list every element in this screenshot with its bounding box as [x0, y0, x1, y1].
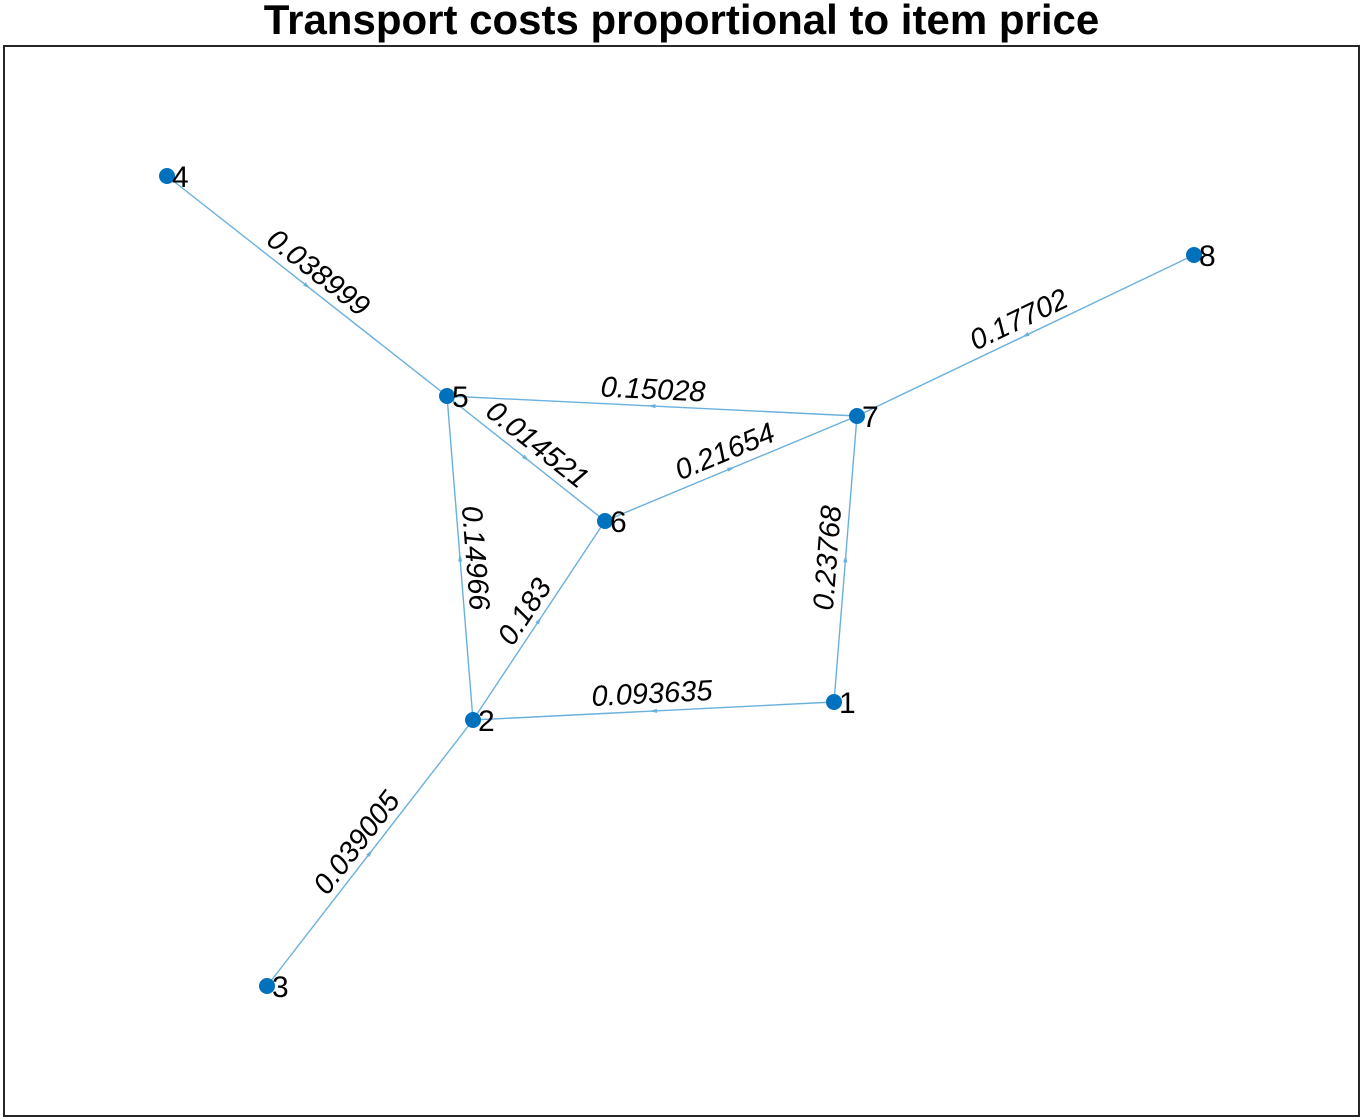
nodes-layer: 1 2 3 4 5 6 7 8	[159, 161, 1216, 1004]
node-2	[465, 712, 481, 728]
edge-weight-label: 0.21654	[670, 417, 779, 487]
node-label: 6	[610, 506, 627, 539]
edge-weight-label: 0.039005	[307, 785, 407, 901]
plot-frame	[3, 45, 1360, 1117]
edge-arrow-2-6	[535, 617, 542, 625]
edges-layer	[166, 175, 1195, 987]
node-5	[439, 388, 455, 404]
node-7	[849, 408, 865, 424]
node-6	[597, 513, 613, 529]
edge-weight-label: 0.15028	[600, 371, 706, 408]
node-4	[159, 168, 175, 184]
edge-arrow-1-7	[843, 555, 848, 563]
edge-weight-label: 0.14966	[455, 504, 495, 612]
edge-arrow-8-7	[1021, 332, 1030, 338]
node-8	[1186, 247, 1202, 263]
node-label: 1	[839, 687, 856, 720]
node-label: 2	[478, 705, 495, 738]
edge-weight-label: 0.183	[492, 573, 559, 651]
edge-arrow-3-2	[366, 849, 373, 857]
edge-arrow-4-5	[303, 282, 311, 289]
node-1	[826, 694, 842, 710]
edge-arrow-2-5	[458, 554, 463, 562]
node-label: 4	[172, 161, 189, 194]
node-label: 7	[862, 401, 879, 434]
node-3	[259, 978, 275, 994]
chart-title: Transport costs proportional to item pri…	[263, 0, 1100, 43]
node-label: 5	[452, 381, 469, 414]
node-label: 3	[272, 971, 289, 1004]
edge-weight-label: 0.038999	[261, 223, 376, 323]
edge-arrow-6-7	[727, 466, 735, 472]
edge-weight-label: 0.093635	[591, 675, 714, 713]
node-label: 8	[1199, 240, 1216, 273]
edge-weight-label: 0.014521	[480, 395, 595, 495]
edge-arrow-1-2	[649, 708, 658, 713]
edge-arrow-7-5	[648, 404, 656, 409]
edge-arrow-5-6	[522, 454, 530, 461]
